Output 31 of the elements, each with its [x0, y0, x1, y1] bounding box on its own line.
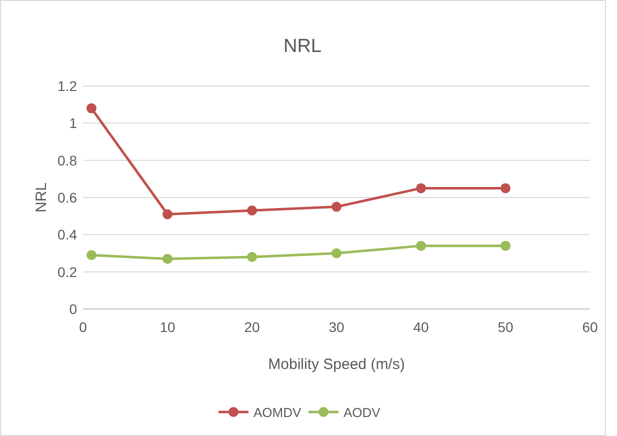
y-tick-label: 1	[69, 115, 78, 132]
x-axis-title: Mobility Speed (m/s)	[268, 356, 405, 373]
y-tick-label: 0.6	[58, 190, 78, 206]
x-tick-label: 20	[244, 319, 260, 335]
point	[162, 254, 172, 264]
y-tick-label: 0.2	[58, 264, 78, 280]
y-axis-title: NRL	[33, 182, 50, 213]
point	[332, 248, 342, 258]
y-tick-label: 0.8	[58, 152, 78, 168]
x-tick-label: 0	[79, 319, 88, 335]
point	[247, 252, 257, 262]
point	[500, 240, 510, 251]
y-tick-label: 1.2	[58, 78, 78, 94]
y-tick-label: 0	[69, 301, 78, 317]
x-tick-label: 30	[328, 319, 344, 335]
chart-title: NRL	[283, 36, 322, 57]
point	[416, 240, 426, 251]
x-tick-label: 10	[160, 319, 176, 335]
x-tick-label: 50	[498, 319, 514, 335]
legend-label: AODV	[344, 405, 381, 420]
point	[162, 209, 172, 220]
x-tick-label: 60	[582, 319, 598, 335]
point	[247, 206, 257, 216]
point	[416, 183, 426, 194]
x-tick-label: 40	[413, 319, 429, 335]
point	[332, 202, 342, 212]
legend-label: AOMDV	[254, 405, 302, 420]
point	[86, 250, 96, 260]
y-tick-label: 0.4	[58, 226, 78, 243]
point	[500, 183, 510, 194]
point	[86, 103, 96, 114]
